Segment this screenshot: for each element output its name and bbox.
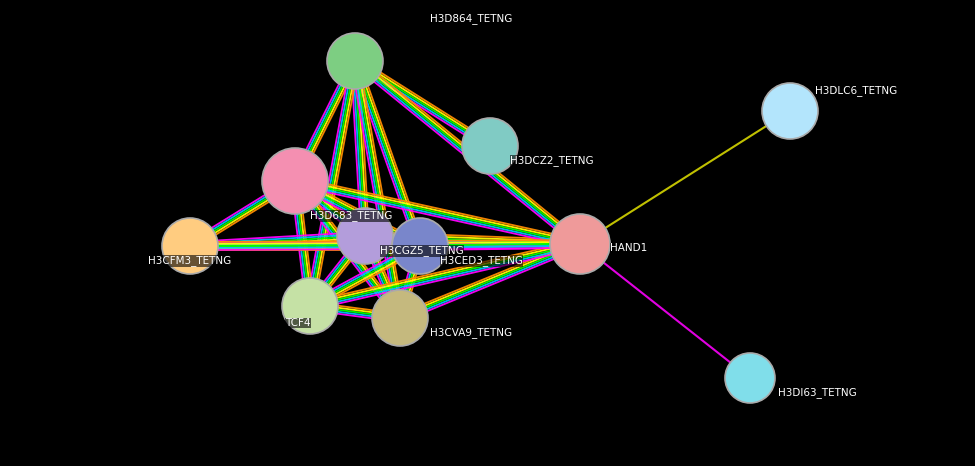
Text: H3DCZ2_TETNG: H3DCZ2_TETNG xyxy=(510,156,594,166)
Text: H3CED3_TETNG: H3CED3_TETNG xyxy=(440,255,523,267)
Text: H3D864_TETNG: H3D864_TETNG xyxy=(430,14,513,24)
Circle shape xyxy=(372,290,428,346)
Text: H3D683_TETNG: H3D683_TETNG xyxy=(310,211,392,221)
Circle shape xyxy=(282,278,338,334)
Text: H3CFM3_TETNG: H3CFM3_TETNG xyxy=(148,255,231,267)
Text: TCF4: TCF4 xyxy=(285,318,310,328)
Text: H3CVA9_TETNG: H3CVA9_TETNG xyxy=(430,328,512,338)
Circle shape xyxy=(762,83,818,139)
Circle shape xyxy=(392,218,448,274)
Circle shape xyxy=(162,218,218,274)
Circle shape xyxy=(337,208,393,264)
Text: HAND1: HAND1 xyxy=(610,243,647,253)
Circle shape xyxy=(262,148,328,214)
Text: H3DLC6_TETNG: H3DLC6_TETNG xyxy=(815,86,897,96)
Circle shape xyxy=(327,33,383,89)
Text: H3DI63_TETNG: H3DI63_TETNG xyxy=(778,388,857,398)
Circle shape xyxy=(462,118,518,174)
Text: H3CGZ5_TETNG: H3CGZ5_TETNG xyxy=(380,246,464,256)
Circle shape xyxy=(550,214,610,274)
Circle shape xyxy=(725,353,775,403)
